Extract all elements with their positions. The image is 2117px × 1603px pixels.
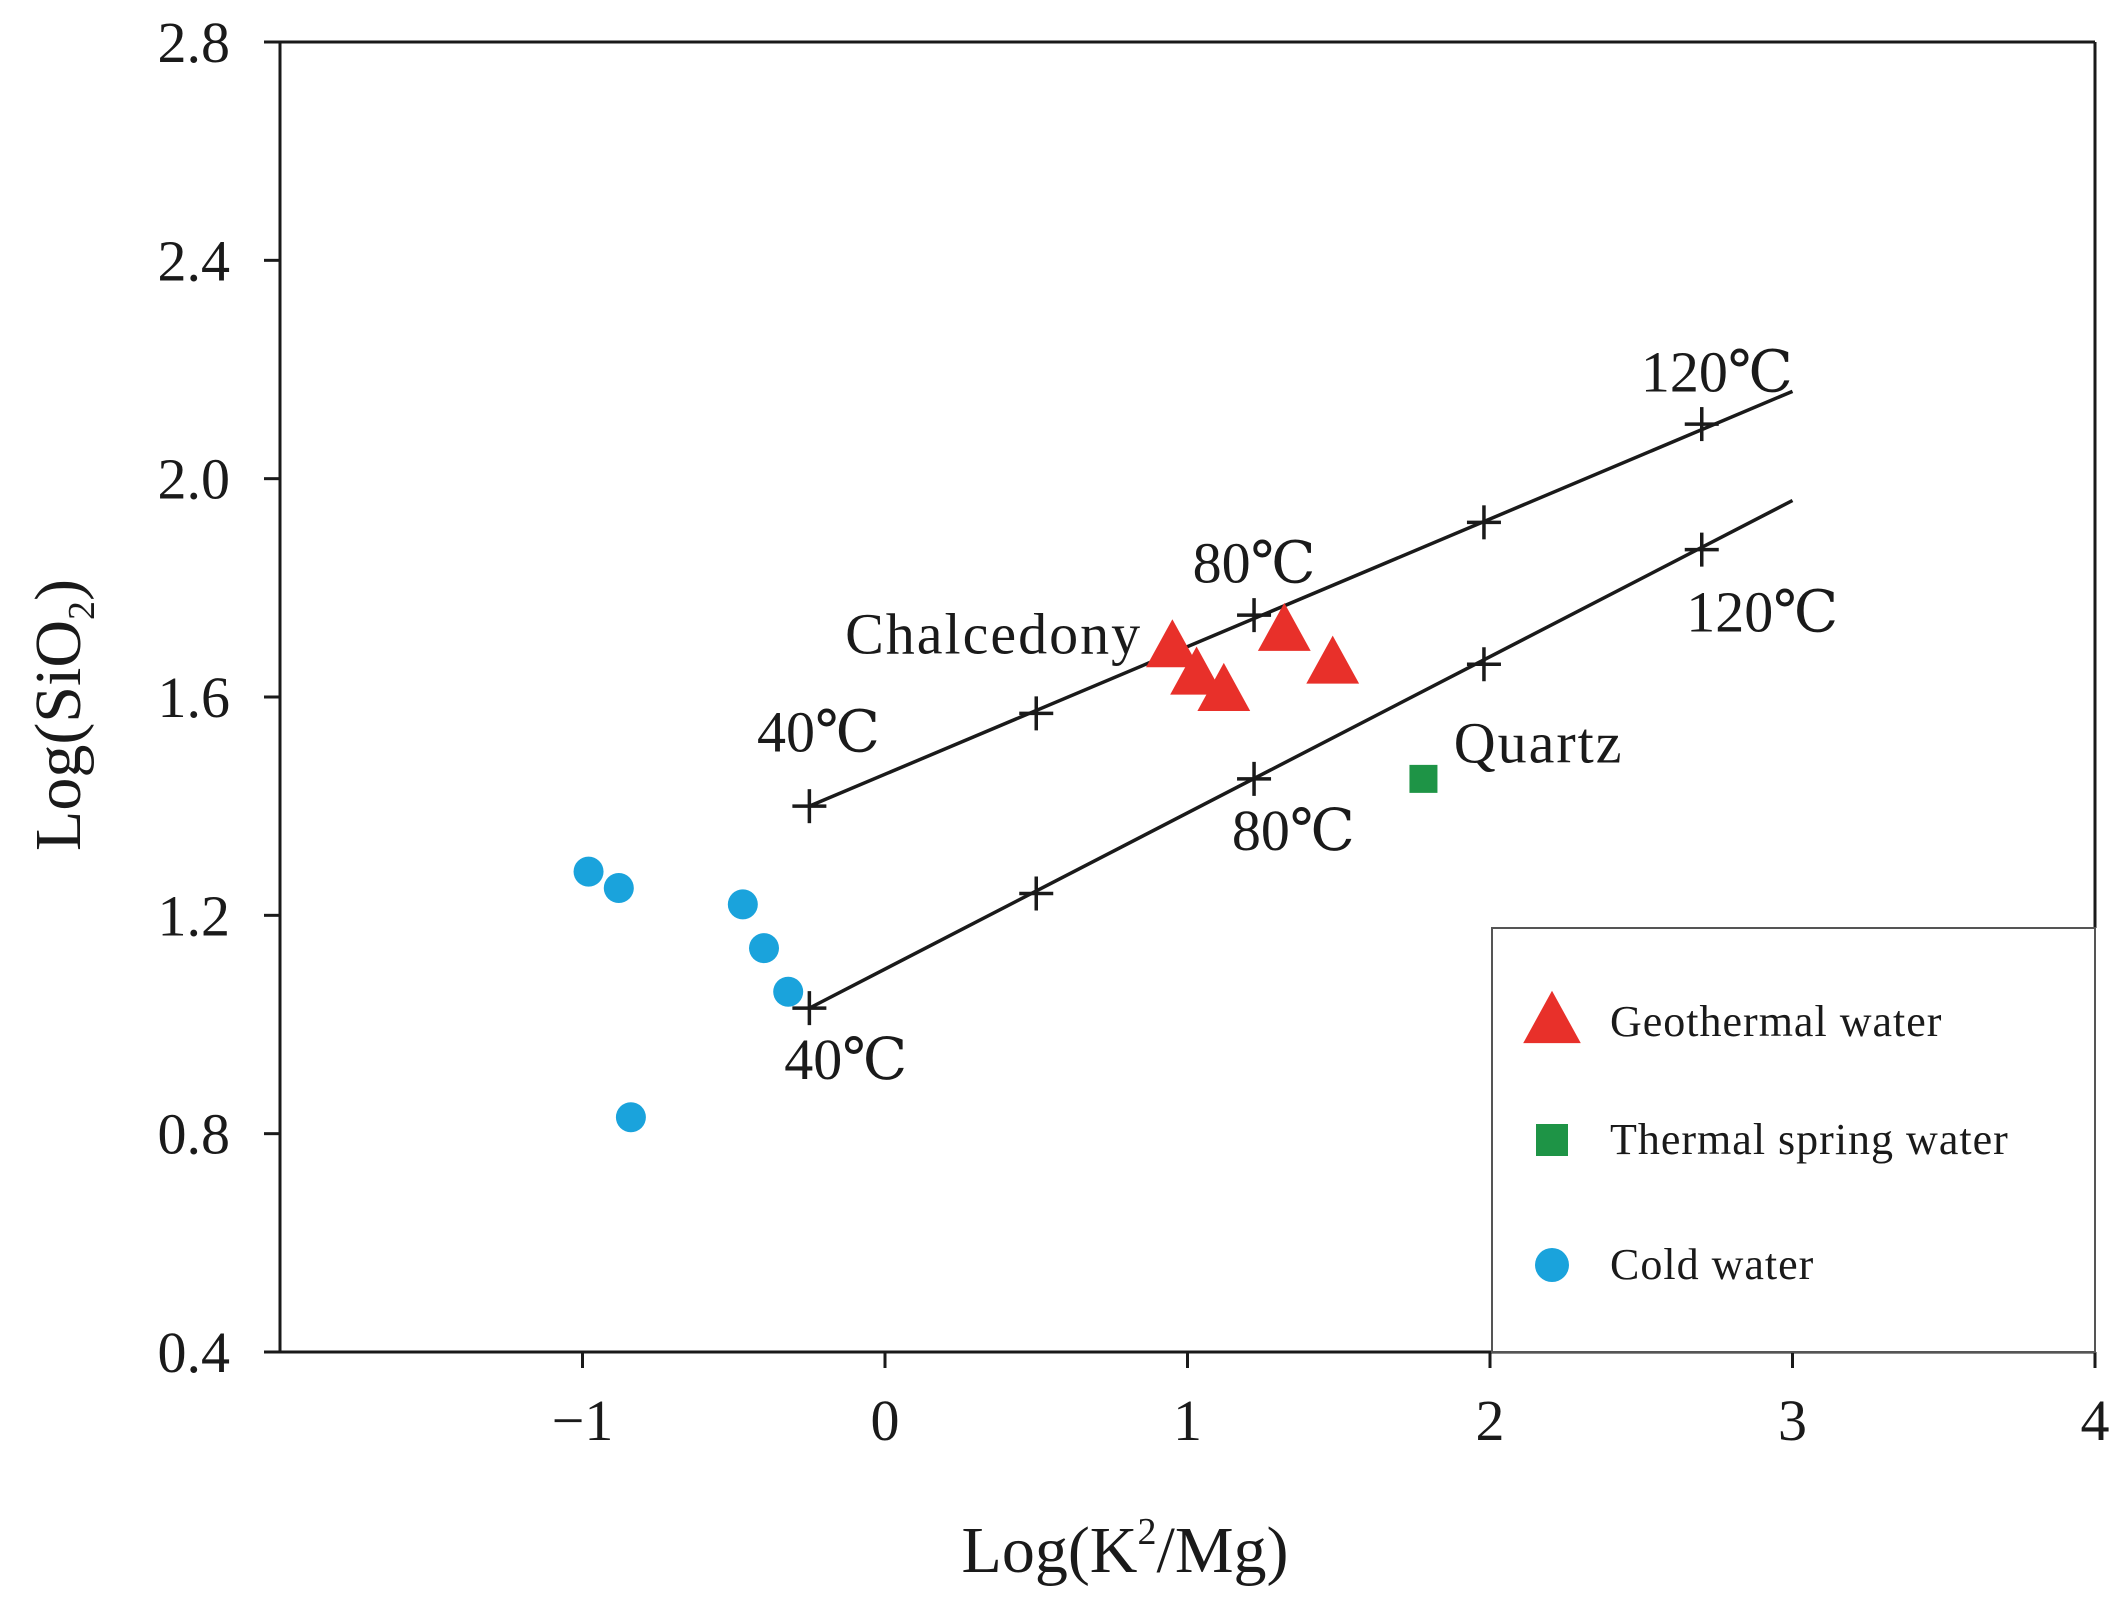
chalcedony-line (808, 389, 1794, 808)
y-axis-label: Log(SiO2) (22, 579, 103, 851)
legend-thermal-spring-water-label: Thermal spring water (1610, 1115, 2009, 1164)
geothermal-water-point (1170, 646, 1223, 695)
chalcedony-temperature-mark (1684, 407, 1719, 442)
cold-water-point (727, 889, 758, 920)
x-axis-ticks: −1 0 1 2 3 4 (552, 1352, 2110, 1453)
x-tick-label: 4 (2081, 1388, 2110, 1453)
legend-cold-water-marker (1535, 1248, 1569, 1282)
geothermal-water-point (1145, 619, 1199, 668)
legend-geothermal-water-marker (1523, 990, 1581, 1044)
legend-thermal-spring-water-marker (1536, 1124, 1568, 1156)
y-tick-label: 1.2 (158, 883, 231, 948)
chalcedony-temperature-label: 40℃ (757, 700, 880, 765)
y-tick-label: 2.8 (158, 10, 231, 75)
y-tick-label: 2.0 (158, 447, 231, 512)
chalcedony-temperature-label: 80℃ (1193, 530, 1316, 595)
geothermal-water-point (1197, 662, 1251, 711)
quartz-temperature-mark (792, 991, 827, 1026)
thermal-spring-water-point (1409, 764, 1438, 793)
chalcedony-temperature-label: 120℃ (1641, 339, 1793, 404)
quartz-temperature-label: 40℃ (784, 1027, 907, 1092)
cold-water-point (603, 873, 634, 904)
y-tick-label: 0.4 (158, 1320, 231, 1385)
y-tick-label: 0.8 (158, 1102, 231, 1167)
y-tick-label: 1.6 (158, 665, 231, 730)
chalcedony-label: Chalcedony (845, 601, 1142, 666)
x-axis-label-sup: 2 (1137, 1511, 1156, 1553)
chalcedony-temperature-mark (1466, 505, 1501, 540)
quartz-temperature-label: 80℃ (1232, 798, 1355, 863)
x-tick-label: 1 (1173, 1388, 1202, 1453)
cold-water-point (773, 976, 804, 1007)
quartz-temperature-label: 120℃ (1686, 580, 1838, 645)
geothermal-water-point (1257, 602, 1311, 651)
legend: Geothermal water Thermal spring water Cold… (1491, 927, 2096, 1353)
quartz-line (808, 498, 1794, 1010)
quartz-temperature-mark (1684, 532, 1719, 567)
x-tick-label: 3 (1778, 1388, 1807, 1453)
x-tick-label: −1 (552, 1388, 614, 1453)
geothermal-water-point (1306, 635, 1360, 684)
cold-water-point (615, 1102, 646, 1133)
y-tick-label: 2.4 (158, 228, 231, 293)
quartz-temperature-mark (1019, 876, 1054, 911)
y-axis-label-sub: 2 (61, 601, 103, 620)
x-tick-label: 0 (871, 1388, 900, 1453)
legend-box (1491, 927, 2096, 1353)
quartz-temperature-mark (1237, 761, 1272, 796)
legend-cold-water-label: Cold water (1610, 1240, 1814, 1289)
data-points (573, 602, 1438, 1133)
chalcedony-temperature-mark (1019, 696, 1054, 731)
chalcedony-temperature-mark (792, 789, 827, 824)
chalcedony-temperature-mark (1237, 598, 1272, 633)
x-tick-label: 2 (1476, 1388, 1505, 1453)
quartz-label: Quartz (1454, 711, 1624, 776)
y-axis-ticks: 0.4 0.8 1.2 1.6 2.0 2.4 2.8 (158, 10, 280, 1385)
cold-water-point (573, 856, 604, 887)
geothermometer-lines: 40℃ 80℃ 120℃ Chalcedony 40℃ 80℃ 120℃ Quartz (757, 339, 1838, 1092)
quartz-temperature-mark (1466, 647, 1501, 682)
legend-geothermal-water-label: Geothermal water (1610, 997, 1942, 1046)
x-axis-label: Log(K2/Mg) (962, 1511, 1289, 1587)
cold-water-point (749, 933, 779, 964)
